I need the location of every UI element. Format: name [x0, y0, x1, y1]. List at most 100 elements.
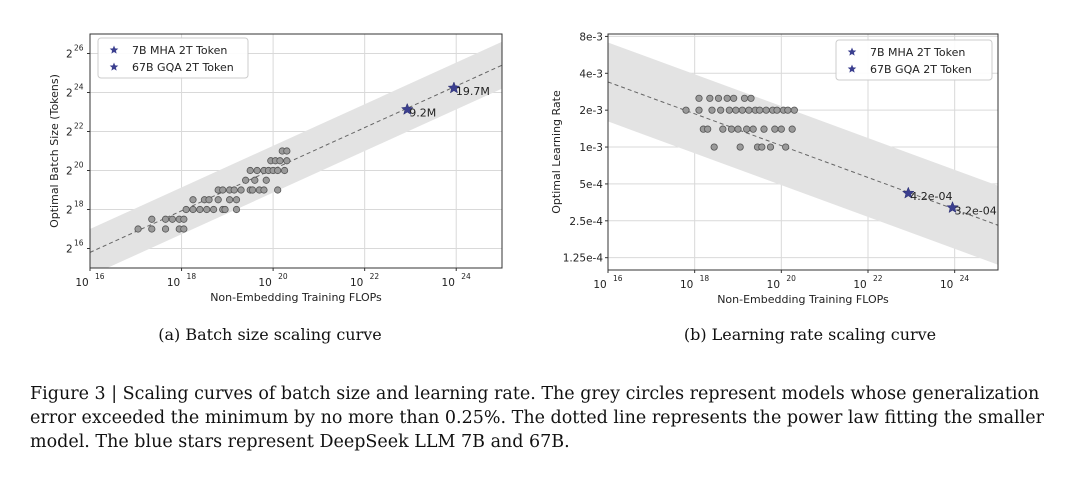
x-tick-exponent: 24	[461, 272, 471, 281]
y-axis-label: Optimal Batch Size (Tokens)	[48, 74, 61, 228]
data-point	[736, 143, 744, 151]
data-point	[230, 186, 238, 194]
x-tick-label: 10	[258, 277, 271, 289]
x-axis-label: Non-Embedding Training FLOPs	[210, 291, 382, 304]
legend-star-icon	[847, 64, 857, 73]
subcaption-b: (b) Learning rate scaling curve	[683, 325, 937, 344]
legend-box	[835, 39, 993, 81]
y-tick-label: 4e-3	[579, 68, 603, 80]
y-tick-label: 2	[66, 205, 73, 217]
x-tick-exponent: 18	[700, 274, 710, 283]
data-point	[682, 106, 690, 114]
y-axis-label: Optimal Learning Rate	[550, 90, 563, 214]
data-point	[762, 106, 770, 114]
data-point	[734, 125, 742, 133]
y-tick-exponent: 26	[74, 44, 84, 53]
x-axis-label: Non-Embedding Training FLOPs	[717, 293, 889, 306]
y-tick-label: 1e-3	[579, 142, 603, 154]
data-point	[723, 94, 731, 102]
data-point	[773, 106, 781, 114]
x-tick-label: 10	[680, 279, 693, 291]
data-point	[274, 166, 282, 175]
data-point	[274, 186, 282, 194]
x-tick-label: 10	[940, 279, 953, 291]
data-point	[205, 196, 213, 204]
batch-size-chart: 9.2M 19.7M 10 16 10 18 10 20 10 22 10 24 Non-Embeddi…	[0, 0, 540, 315]
y-tick-label: 2.5e-4	[569, 216, 603, 228]
data-point	[766, 143, 775, 151]
star-annotation: 4.2e-04	[910, 190, 952, 203]
data-point	[706, 94, 714, 102]
legend-entry-label: 7B MHA 2T Token	[870, 46, 965, 59]
data-point	[283, 157, 291, 165]
data-point	[180, 215, 188, 223]
data-point	[695, 94, 703, 102]
data-point	[182, 205, 190, 214]
data-point	[168, 215, 176, 223]
x-tick-label: 10	[853, 279, 866, 291]
x-tick-label: 10	[350, 277, 363, 289]
data-point	[237, 186, 245, 194]
data-point	[708, 106, 716, 114]
x-tick-exponent: 16	[95, 272, 105, 281]
data-point	[161, 225, 170, 233]
power-law-fit-line	[608, 81, 998, 226]
y-tick-label: 8e-3	[579, 31, 603, 43]
data-point	[747, 94, 755, 102]
data-point	[226, 196, 234, 204]
data-point	[232, 196, 241, 204]
y-tick-label: 2	[66, 244, 73, 256]
legend-entry-label: 7B MHA 2T Token	[132, 44, 227, 57]
data-point	[756, 106, 764, 114]
data-point	[695, 106, 703, 114]
data-point	[738, 106, 746, 114]
y-tick-exponent: 16	[74, 239, 84, 248]
data-point	[784, 106, 792, 114]
data-point	[760, 125, 768, 133]
legend-star-icon	[109, 45, 119, 54]
data-point	[788, 125, 796, 133]
power-law-fit-line	[90, 64, 502, 253]
data-point	[214, 196, 222, 204]
data-point	[745, 106, 753, 114]
fit-band-group	[608, 42, 998, 265]
data-point	[276, 157, 284, 165]
y-tick-exponent: 20	[74, 161, 84, 170]
model-star-marker	[400, 102, 414, 115]
y-tick-label: 2	[66, 88, 73, 100]
model-star-marker	[946, 200, 959, 214]
data-point	[730, 94, 738, 102]
star-annotation: 3.2e-04	[955, 205, 997, 218]
x-tick-exponent: 16	[613, 274, 623, 283]
figure-caption: Figure 3 | Scaling curves of batch size …	[30, 384, 1044, 452]
star-annotation: 19.7M	[456, 85, 490, 98]
learning-rate-chart: 4.2e-04 3.2e-04 10 16 10 18 10 20 10 22 10 24 Non-Em…	[540, 0, 1080, 315]
plot-frame	[89, 33, 503, 269]
data-point	[719, 125, 727, 133]
data-point	[196, 205, 204, 214]
data-point	[262, 176, 270, 184]
legend-star-icon	[109, 62, 119, 71]
x-tick-exponent: 20	[786, 274, 796, 283]
data-point	[242, 176, 250, 184]
data-point	[725, 106, 733, 114]
confidence-band	[608, 42, 998, 265]
x-tick-label: 10	[767, 279, 780, 291]
y-tick-exponent: 24	[74, 83, 84, 92]
learning-rate-chart-svg: 4.2e-043.2e-04 10 16 10 18 10 20 10 22 10 24 Non-Em…	[550, 31, 999, 306]
data-point	[161, 215, 170, 223]
data-point	[782, 143, 790, 151]
data-point	[251, 176, 259, 184]
data-point	[704, 125, 712, 133]
x-tick-exponent: 22	[873, 274, 883, 283]
data-point	[717, 106, 725, 114]
x-tick-exponent: 22	[370, 272, 380, 281]
data-point	[790, 106, 798, 114]
data-point	[260, 186, 268, 194]
data-point	[727, 125, 736, 133]
x-tick-exponent: 20	[278, 272, 288, 281]
y-tick-label: 2	[66, 166, 73, 178]
data-point	[771, 125, 779, 133]
x-tick-exponent: 18	[187, 272, 197, 281]
data-point	[221, 205, 229, 214]
